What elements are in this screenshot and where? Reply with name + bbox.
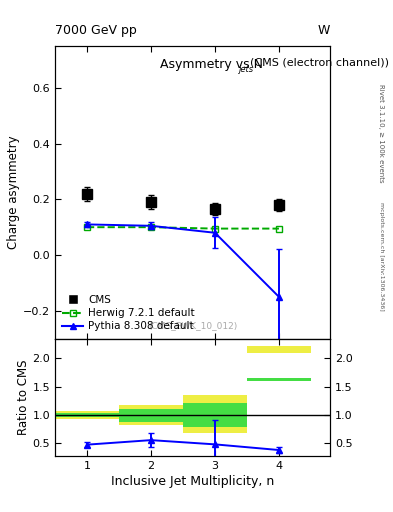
Text: Rivet 3.1.10, ≥ 100k events: Rivet 3.1.10, ≥ 100k events	[378, 84, 384, 182]
Text: mcplots.cern.ch [arXiv:1306.3436]: mcplots.cern.ch [arXiv:1306.3436]	[379, 202, 384, 310]
Text: Asymmetry vs N: Asymmetry vs N	[160, 58, 263, 71]
Y-axis label: Charge asymmetry: Charge asymmetry	[7, 136, 20, 249]
Text: (CMS_EWK_10_012): (CMS_EWK_10_012)	[148, 321, 237, 330]
Text: W: W	[318, 24, 330, 37]
Text: jets: jets	[239, 65, 253, 74]
X-axis label: Inclusive Jet Multiplicity, n: Inclusive Jet Multiplicity, n	[111, 475, 274, 488]
Text: (CMS (electron channel)): (CMS (electron channel))	[250, 58, 389, 68]
Text: 7000 GeV pp: 7000 GeV pp	[55, 24, 137, 37]
Legend: CMS, Herwig 7.2.1 default, Pythia 8.308 default: CMS, Herwig 7.2.1 default, Pythia 8.308 …	[60, 293, 197, 333]
Y-axis label: Ratio to CMS: Ratio to CMS	[17, 359, 29, 435]
